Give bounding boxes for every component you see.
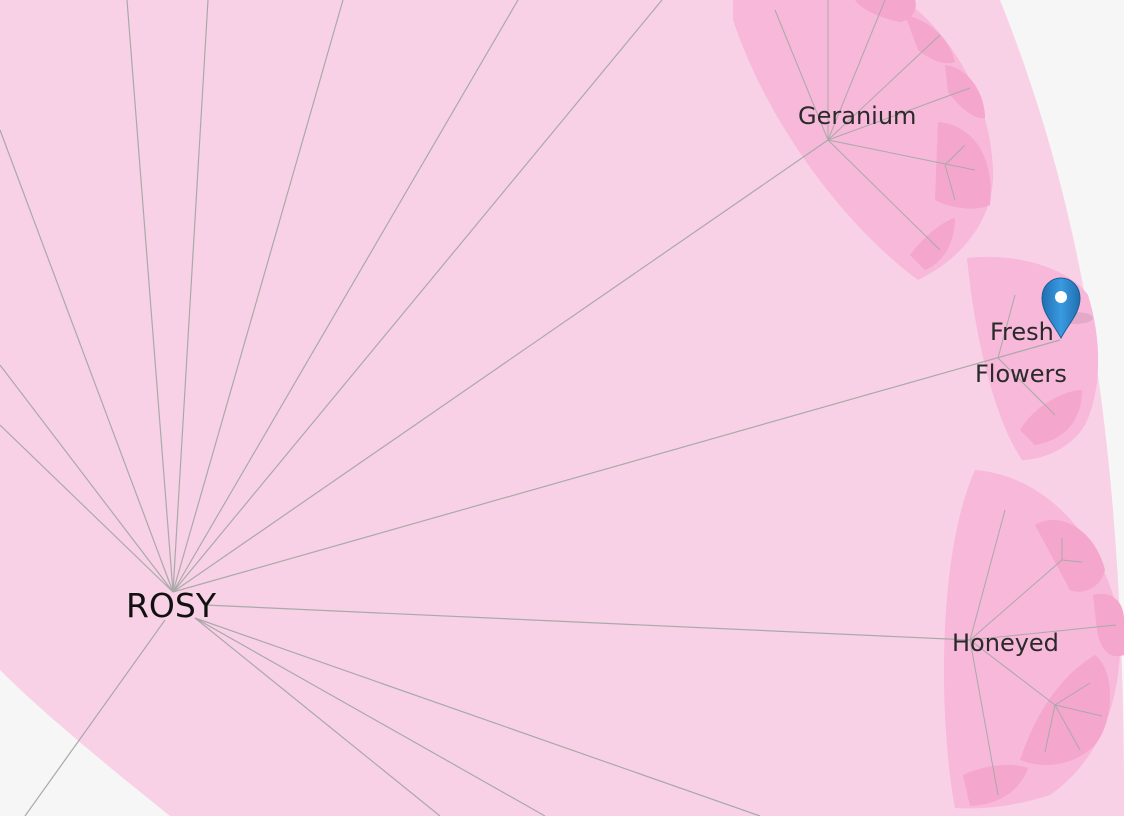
- root-node-label[interactable]: ROSY: [126, 586, 217, 625]
- fresh-flowers-node-label-line1[interactable]: Fresh: [990, 318, 1054, 346]
- geranium-sector: [733, 0, 994, 280]
- fresh-flowers-node-label-line2[interactable]: Flowers: [975, 360, 1067, 388]
- honeyed-node-label[interactable]: Honeyed: [952, 629, 1059, 657]
- root-edges: [0, 0, 1061, 816]
- honeyed-edges: [969, 509, 1117, 796]
- geranium-edges: [774, 0, 976, 251]
- honeyed-sector: [943, 470, 1124, 809]
- map-pin-icon[interactable]: [1041, 277, 1093, 340]
- fresh-flowers-edges: [997, 294, 1056, 416]
- geranium-node-label[interactable]: Geranium: [798, 102, 916, 130]
